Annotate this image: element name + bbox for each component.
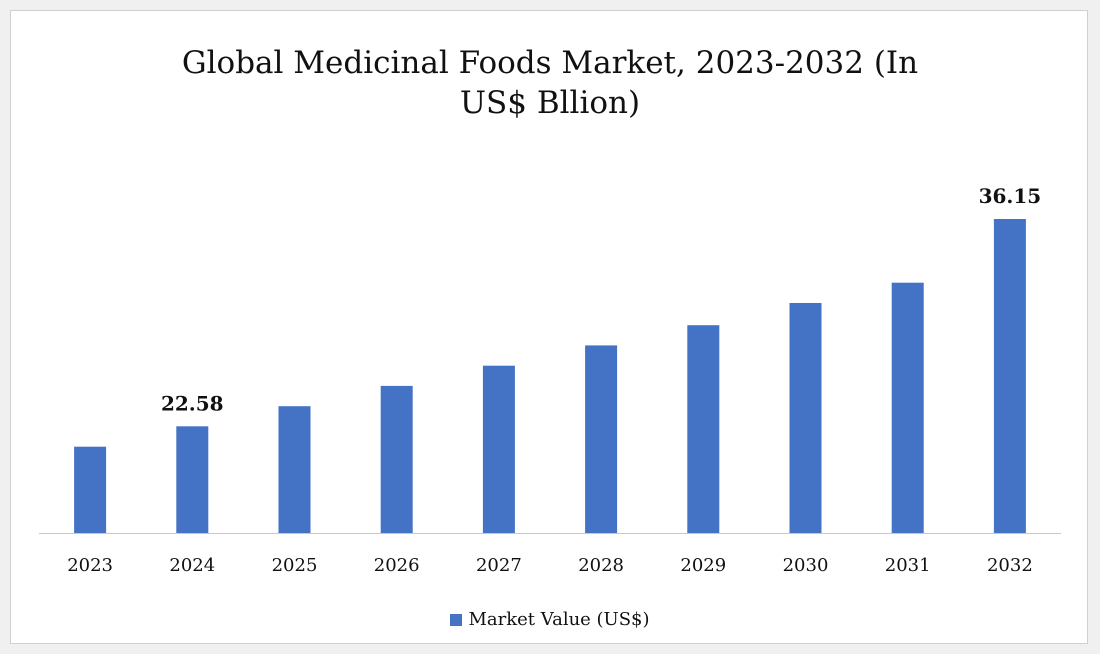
- x-tick-label-2025: 2025: [272, 555, 318, 576]
- bar-2029: [687, 325, 720, 533]
- x-tick-label-2024: 2024: [169, 555, 215, 576]
- bar-2026: [380, 385, 413, 533]
- x-tick-label-2032: 2032: [987, 555, 1033, 576]
- x-tick-label-2026: 2026: [374, 555, 420, 576]
- bar-chart-plot: 2023 2024 22.58 2025 2026 2027 2028 2029 2030 203…: [39, 184, 1061, 576]
- chart-frame: Global Medicinal Foods Market, 2023-2032…: [10, 10, 1088, 644]
- bar-2023: [74, 446, 107, 533]
- legend-swatch: [450, 614, 463, 626]
- data-label-2024: 22.58: [161, 391, 224, 415]
- bar-2027: [482, 365, 515, 533]
- bar-2025: [278, 406, 311, 533]
- legend-label: Market Value (US$): [468, 609, 650, 630]
- chart-legend: Market Value (US$): [11, 609, 1089, 630]
- chart-title: Global Medicinal Foods Market, 2023-2032…: [11, 43, 1089, 123]
- bar-2031: [891, 282, 924, 533]
- bar-2032: [993, 219, 1026, 533]
- chart-title-line-1: Global Medicinal Foods Market, 2023-2032…: [181, 45, 919, 81]
- bar-2030: [789, 303, 822, 533]
- x-tick-label-2031: 2031: [885, 555, 931, 576]
- x-tick-label-2029: 2029: [680, 555, 726, 576]
- bar-2028: [585, 345, 618, 533]
- chart-title-line-2: US$ Bllion): [459, 85, 641, 121]
- x-tick-label-2030: 2030: [783, 555, 829, 576]
- x-tick-label-2027: 2027: [476, 555, 522, 576]
- x-tick-label-2023: 2023: [67, 555, 113, 576]
- bar-2024: [176, 426, 209, 533]
- data-label-2032: 36.15: [979, 184, 1042, 208]
- x-tick-label-2028: 2028: [578, 555, 624, 576]
